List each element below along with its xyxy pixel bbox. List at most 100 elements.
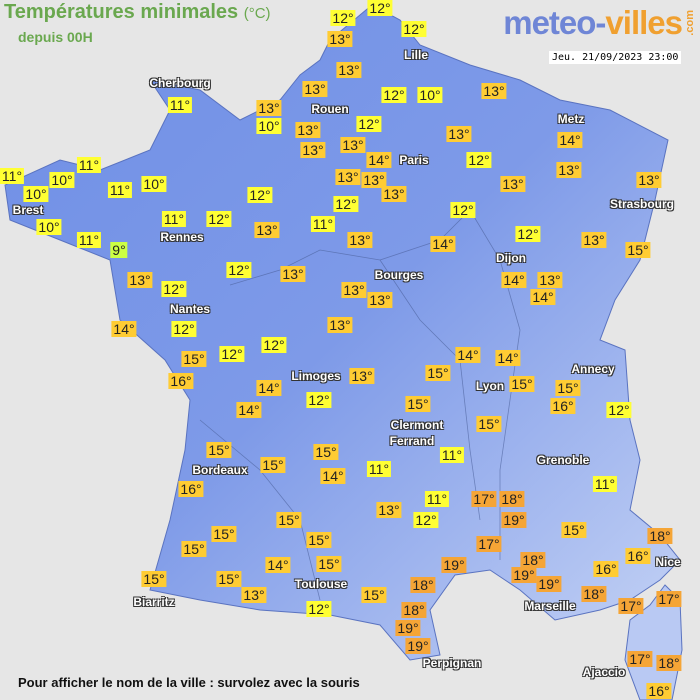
temperature-marker[interactable]: 17°: [476, 536, 502, 552]
temperature-marker[interactable]: 13°: [347, 232, 373, 248]
temperature-marker[interactable]: 12°: [515, 226, 541, 242]
temperature-marker[interactable]: 13°: [367, 292, 393, 308]
temperature-marker[interactable]: 14°: [455, 347, 481, 363]
temperature-marker[interactable]: 15°: [555, 380, 581, 396]
temperature-marker[interactable]: 11°: [310, 216, 336, 232]
temperature-marker[interactable]: 12°: [219, 346, 245, 362]
temperature-marker[interactable]: 18°: [656, 655, 682, 671]
temperature-marker[interactable]: 18°: [520, 552, 546, 568]
temperature-marker[interactable]: 19°: [536, 576, 562, 592]
temperature-marker[interactable]: 13°: [341, 282, 367, 298]
temperature-marker[interactable]: 15°: [141, 571, 167, 587]
temperature-marker[interactable]: 17°: [627, 651, 653, 667]
temperature-marker[interactable]: 12°: [450, 202, 476, 218]
temperature-marker[interactable]: 13°: [537, 272, 563, 288]
temperature-marker[interactable]: 11°: [439, 447, 465, 463]
temperature-marker[interactable]: 15°: [316, 556, 342, 572]
temperature-marker[interactable]: 13°: [581, 232, 607, 248]
temperature-marker[interactable]: 19°: [441, 557, 467, 573]
meteo-villes-logo[interactable]: meteo-villes .com: [503, 4, 696, 42]
temperature-marker[interactable]: 12°: [333, 196, 359, 212]
temperature-marker[interactable]: 11°: [76, 232, 102, 248]
temperature-marker[interactable]: 14°: [495, 350, 521, 366]
temperature-marker[interactable]: 15°: [206, 442, 232, 458]
temperature-marker[interactable]: 12°: [330, 10, 356, 26]
temperature-marker[interactable]: 13°: [636, 172, 662, 188]
temperature-marker[interactable]: 13°: [556, 162, 582, 178]
temperature-marker[interactable]: 12°: [413, 512, 439, 528]
temperature-marker[interactable]: 19°: [405, 638, 431, 654]
temperature-marker[interactable]: 12°: [226, 262, 252, 278]
temperature-marker[interactable]: 14°: [111, 321, 137, 337]
temperature-marker[interactable]: 12°: [306, 601, 332, 617]
temperature-marker[interactable]: 19°: [395, 620, 421, 636]
temperature-marker[interactable]: 13°: [340, 137, 366, 153]
temperature-marker[interactable]: 19°: [511, 567, 537, 583]
temperature-marker[interactable]: 15°: [313, 444, 339, 460]
temperature-marker[interactable]: 13°: [256, 100, 282, 116]
temperature-marker[interactable]: 12°: [401, 21, 427, 37]
temperature-marker[interactable]: 11°: [76, 157, 102, 173]
temperature-marker[interactable]: 16°: [550, 398, 576, 414]
temperature-marker[interactable]: 15°: [181, 541, 207, 557]
temperature-marker[interactable]: 13°: [381, 186, 407, 202]
temperature-marker[interactable]: 17°: [618, 598, 644, 614]
temperature-marker[interactable]: 12°: [171, 321, 197, 337]
temperature-marker[interactable]: 13°: [446, 126, 472, 142]
temperature-marker[interactable]: 15°: [361, 587, 387, 603]
temperature-marker[interactable]: 12°: [206, 211, 232, 227]
temperature-marker[interactable]: 17°: [471, 491, 497, 507]
temperature-marker[interactable]: 13°: [335, 169, 361, 185]
temperature-marker[interactable]: 13°: [327, 31, 353, 47]
temperature-marker[interactable]: 15°: [306, 532, 332, 548]
temperature-marker[interactable]: 16°: [593, 561, 619, 577]
temperature-marker[interactable]: 15°: [181, 351, 207, 367]
temperature-marker[interactable]: 14°: [557, 132, 583, 148]
temperature-marker[interactable]: 13°: [127, 272, 153, 288]
temperature-marker[interactable]: 15°: [509, 376, 535, 392]
temperature-marker[interactable]: 15°: [625, 242, 651, 258]
temperature-marker[interactable]: 13°: [300, 142, 326, 158]
temperature-marker[interactable]: 16°: [168, 373, 194, 389]
temperature-marker[interactable]: 11°: [161, 211, 187, 227]
temperature-marker[interactable]: 12°: [466, 152, 492, 168]
temperature-marker[interactable]: 11°: [366, 461, 392, 477]
temperature-marker[interactable]: 14°: [236, 402, 262, 418]
temperature-marker[interactable]: 15°: [561, 522, 587, 538]
temperature-marker[interactable]: 14°: [265, 557, 291, 573]
temperature-marker[interactable]: 13°: [481, 83, 507, 99]
temperature-marker[interactable]: 18°: [647, 528, 673, 544]
temperature-marker[interactable]: 10°: [141, 176, 167, 192]
temperature-marker[interactable]: 18°: [581, 586, 607, 602]
temperature-marker[interactable]: 16°: [646, 683, 672, 699]
temperature-marker[interactable]: 13°: [327, 317, 353, 333]
temperature-marker[interactable]: 14°: [501, 272, 527, 288]
temperature-marker[interactable]: 15°: [276, 512, 302, 528]
temperature-marker[interactable]: 18°: [410, 577, 436, 593]
temperature-marker[interactable]: 16°: [625, 548, 651, 564]
temperature-marker[interactable]: 18°: [401, 602, 427, 618]
temperature-marker[interactable]: 13°: [361, 172, 387, 188]
temperature-marker[interactable]: 13°: [302, 81, 328, 97]
temperature-marker[interactable]: 11°: [107, 182, 133, 198]
temperature-marker[interactable]: 13°: [295, 122, 321, 138]
temperature-marker[interactable]: 12°: [247, 187, 273, 203]
temperature-marker[interactable]: 15°: [405, 396, 431, 412]
temperature-marker[interactable]: 15°: [216, 571, 242, 587]
temperature-marker[interactable]: 15°: [425, 365, 451, 381]
temperature-marker[interactable]: 13°: [241, 587, 267, 603]
temperature-marker[interactable]: 12°: [261, 337, 287, 353]
temperature-marker[interactable]: 13°: [280, 266, 306, 282]
temperature-marker[interactable]: 12°: [367, 0, 393, 16]
temperature-marker[interactable]: 18°: [499, 491, 525, 507]
temperature-marker[interactable]: 17°: [656, 591, 682, 607]
temperature-marker[interactable]: 13°: [254, 222, 280, 238]
temperature-marker[interactable]: 11°: [592, 476, 618, 492]
temperature-marker[interactable]: 15°: [260, 457, 286, 473]
temperature-marker[interactable]: 15°: [211, 526, 237, 542]
temperature-marker[interactable]: 11°: [0, 168, 25, 184]
temperature-marker[interactable]: 13°: [336, 62, 362, 78]
temperature-marker[interactable]: 11°: [424, 491, 450, 507]
temperature-marker[interactable]: 13°: [376, 502, 402, 518]
temperature-marker[interactable]: 11°: [167, 97, 193, 113]
